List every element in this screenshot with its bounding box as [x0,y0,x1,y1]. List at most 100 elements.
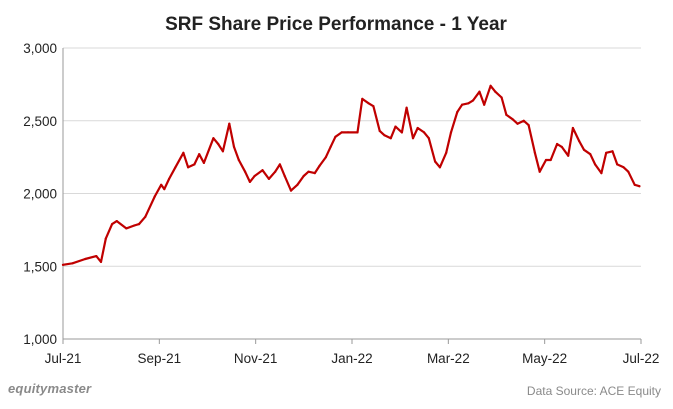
data-point [544,158,548,162]
data-point [516,122,519,125]
data-point [567,154,570,157]
data-point [494,90,497,93]
data-point [600,172,603,175]
data-point [289,189,293,192]
data-point [627,170,630,173]
data-point [505,113,508,116]
data-point [334,135,337,138]
data-point [115,220,118,223]
data-point [283,174,286,178]
data-point [400,131,403,134]
y-tick-label: 2,500 [23,114,57,129]
data-point [427,137,430,140]
x-tick-label: Mar-22 [427,351,470,366]
data-point [605,151,608,154]
data-point [461,103,464,106]
data-source-note: Data Source: ACE Equity [526,384,661,398]
data-point [445,151,448,154]
data-point [324,156,327,159]
y-tick-label: 2,000 [23,187,57,202]
data-point [500,96,503,99]
x-tick-label: Jul-21 [45,351,82,366]
data-point [133,224,136,227]
data-point [329,145,332,148]
data-point [571,126,575,130]
data-point [438,166,441,169]
data-point [232,145,236,148]
data-point [533,151,537,154]
data-point [104,237,107,240]
data-point [434,160,437,163]
gridlines [62,47,641,340]
data-point [372,105,375,108]
data-point [389,137,392,140]
data-point [511,118,514,121]
data-point [340,131,343,134]
data-point [472,99,475,102]
data-point [95,255,98,258]
data-point [198,153,201,156]
data-point [611,150,614,153]
data-point [478,90,481,93]
data-point [248,180,251,183]
data-point [378,129,381,132]
data-point [144,215,147,218]
series-line [61,84,641,266]
data-point [278,163,281,166]
data-point [483,103,486,106]
data-point [202,161,205,164]
data-point [261,169,264,172]
data-point [318,164,321,167]
data-point [622,166,625,169]
data-point [522,119,525,122]
data-point [582,148,586,151]
data-point [467,102,470,105]
data-point [99,260,103,263]
y-tick-label: 1,500 [23,259,57,274]
data-point [217,142,220,146]
data-point [182,151,185,154]
data-point [221,150,224,153]
x-tick-label: May-22 [522,351,567,366]
data-point [296,183,299,186]
y-tick-label: 3,000 [23,41,57,56]
data-point [394,125,397,128]
data-point [253,174,256,178]
data-point [160,183,163,186]
data-point [307,170,310,173]
data-point [556,142,559,146]
x-tick-label: Jan-22 [331,351,372,366]
data-point [356,131,359,134]
data-point [163,188,166,191]
data-point [527,124,530,127]
data-point [411,137,415,140]
data-point [187,166,190,169]
data-point [137,223,141,226]
data-point [237,158,240,162]
data-point [416,126,419,130]
data-point [125,227,128,230]
data-point [313,172,316,175]
y-axis: 1,000 1,500 2,000 2,500 3,000 [23,41,57,347]
y-tick-label: 1,000 [23,332,57,347]
data-point [84,257,87,261]
x-tick-label: Sep-21 [138,351,182,366]
series-group [61,84,641,266]
data-point [193,163,196,166]
x-tick-label: Nov-21 [234,351,278,366]
data-point [456,110,459,114]
data-point [383,134,386,137]
x-tick-label: Jul-22 [623,351,660,366]
data-point [367,102,370,105]
data-point [549,158,552,162]
data-point [489,84,492,87]
data-point [267,177,270,180]
data-point [423,131,426,134]
data-point [302,174,305,178]
data-point [153,195,156,198]
data-point [405,106,408,109]
data-point [61,263,65,266]
data-point [346,131,350,134]
chart-title: SRF Share Price Performance - 1 Year [165,14,507,35]
